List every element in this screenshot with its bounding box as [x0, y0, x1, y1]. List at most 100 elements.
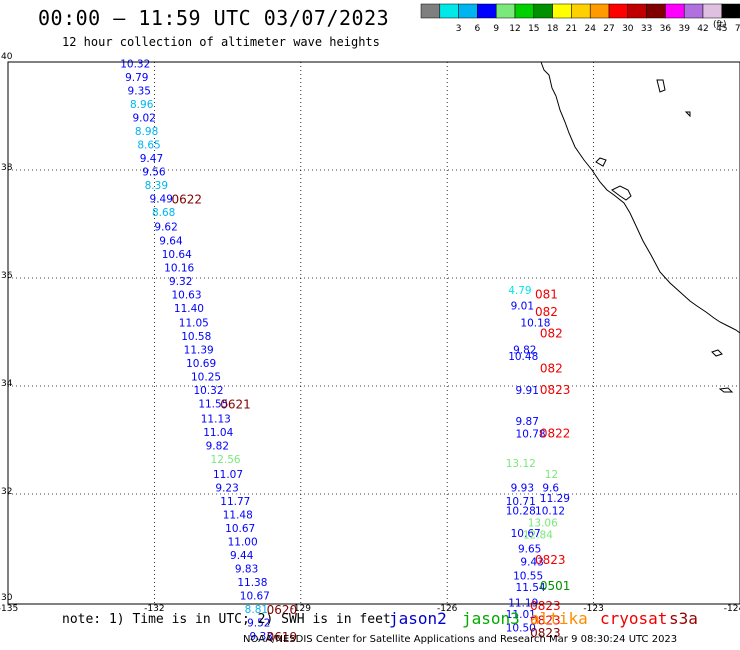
- time-label: 0619: [267, 630, 298, 644]
- colorbar-label: 33: [641, 24, 652, 34]
- swh-point: 9.02: [132, 112, 155, 124]
- colorbar-label: 30: [622, 24, 634, 34]
- swh-point: 9.87: [516, 416, 539, 428]
- swh-point: 11.29: [540, 493, 570, 505]
- swh-point: 8.68: [152, 207, 175, 219]
- colorbar-label: 70: [735, 24, 740, 34]
- lake-path: [595, 157, 607, 167]
- colorbar-swatch: [589, 3, 610, 19]
- swh-point: 11.00: [228, 536, 258, 548]
- time-label: 0620: [267, 603, 298, 617]
- coastline: [540, 61, 740, 393]
- legend-s3a: s3a: [669, 609, 698, 628]
- swh-point: 10.50: [506, 623, 536, 635]
- footnote: note: 1) Time is in UTC; 2) SWH is in fe…: [62, 612, 391, 627]
- swh-point: 9.91: [516, 385, 539, 397]
- colorbar-label: 15: [528, 24, 539, 34]
- swh-point: 12.56: [211, 454, 241, 466]
- colorbar-swatch: [646, 3, 666, 19]
- colorbar-label: 27: [603, 24, 614, 34]
- swh-point: 11.48: [223, 509, 253, 521]
- time-label: 0823: [530, 599, 561, 613]
- swh-point: 10.78: [516, 428, 546, 440]
- colorbar-swatch: [702, 3, 723, 19]
- swh-point: 10.71: [506, 496, 536, 508]
- swh-point: 11.05: [179, 318, 209, 330]
- swh-point: 9.44: [230, 550, 254, 562]
- swh-point: 9.79: [125, 72, 148, 84]
- colorbar-swatch: [627, 3, 647, 19]
- swh-point: 9.83: [235, 563, 258, 575]
- swh-point: 8.96: [130, 99, 154, 111]
- colorbar-label: 24: [584, 24, 596, 34]
- time-label: 0621: [220, 398, 251, 412]
- swh-point: 9.65: [518, 543, 541, 555]
- swh-point: 9.01: [511, 300, 534, 312]
- colorbar-label: 6: [475, 24, 481, 34]
- y-tick-label: 40: [1, 52, 13, 62]
- lake-path: [656, 79, 666, 93]
- swh-point: 11.54: [516, 582, 546, 594]
- colorbar-label: 12: [509, 24, 520, 34]
- swh-point: 11.04: [203, 427, 233, 439]
- swh-point: 10.69: [186, 358, 216, 370]
- colorbar-swatch: [495, 3, 516, 19]
- swh-point: 9.32: [169, 276, 192, 288]
- colorbar-swatch: [683, 3, 704, 19]
- time-label: 0823: [530, 626, 561, 640]
- x-tick-label: -123: [583, 604, 603, 614]
- colorbar-label: 21: [566, 24, 577, 34]
- swh-point: 8.39: [145, 180, 168, 192]
- time-label: 082: [535, 305, 558, 319]
- legend-jason2: jason2: [389, 609, 447, 628]
- swh-point: 9.64: [159, 236, 183, 248]
- x-tick-label: -132: [144, 604, 164, 614]
- y-tick-label: 32: [1, 487, 12, 497]
- swh-point: 9.52: [247, 617, 270, 629]
- legend-cryosat: cryosat: [600, 609, 668, 628]
- colorbar-swatch: [665, 3, 685, 19]
- legend-altika: altika: [530, 609, 588, 628]
- colorbar-swatch: [721, 3, 740, 19]
- swh-point: 9.56: [142, 166, 166, 178]
- swh-point: 10.28: [506, 506, 536, 518]
- swh-point: 11.77: [220, 496, 250, 508]
- swh-point: 10.18: [520, 318, 550, 330]
- y-tick-label: 36: [1, 271, 13, 281]
- credit-line: NOAA/NESDIS Center for Satellite Applica…: [243, 634, 678, 645]
- x-tick-label: -126: [437, 604, 458, 614]
- time-label: 0823: [540, 383, 571, 397]
- y-tick-label: 30: [1, 593, 13, 603]
- swh-point: 10.32: [193, 385, 223, 397]
- swh-point: 9.62: [154, 221, 177, 233]
- time-label: 082: [540, 326, 563, 340]
- swh-point: 11.38: [237, 577, 267, 589]
- swh-point: 12.84: [523, 529, 553, 541]
- map-frame: [7, 61, 740, 605]
- coastline-path: [540, 61, 740, 334]
- page-subtitle: 12 hour collection of altimeter wave hei…: [62, 35, 380, 49]
- swh-point: 11.07: [213, 469, 243, 481]
- swh-point: 9.23: [215, 482, 238, 494]
- x-tick-label: -129: [291, 604, 312, 614]
- x-tick-label: -124: [724, 604, 740, 614]
- colorbar-swatch: [477, 3, 497, 19]
- time-label: 0501: [540, 579, 571, 593]
- time-label: 081: [535, 288, 558, 302]
- colorbar-label: 3: [456, 24, 462, 34]
- axis-ticks: -135 -132 -129 -126 -123 -124 40 38 36 34 32 30: [0, 52, 740, 614]
- swh-point: 10.67: [225, 523, 255, 535]
- swh-point: 9.49: [150, 193, 173, 205]
- y-tick-label: 34: [1, 379, 13, 389]
- colorbar-swatch: [533, 3, 553, 19]
- lake-path: [684, 111, 691, 118]
- swh-point: 10.67: [240, 590, 270, 602]
- swh-point: 13.06: [528, 517, 558, 529]
- bay-path: [611, 185, 632, 201]
- swh-point: 13.12: [506, 458, 536, 470]
- swh-point: 11.13: [201, 414, 231, 426]
- swh-point: 9.43: [520, 556, 543, 568]
- swh-point: 9.82: [206, 441, 229, 453]
- swh-point: 12: [545, 469, 558, 481]
